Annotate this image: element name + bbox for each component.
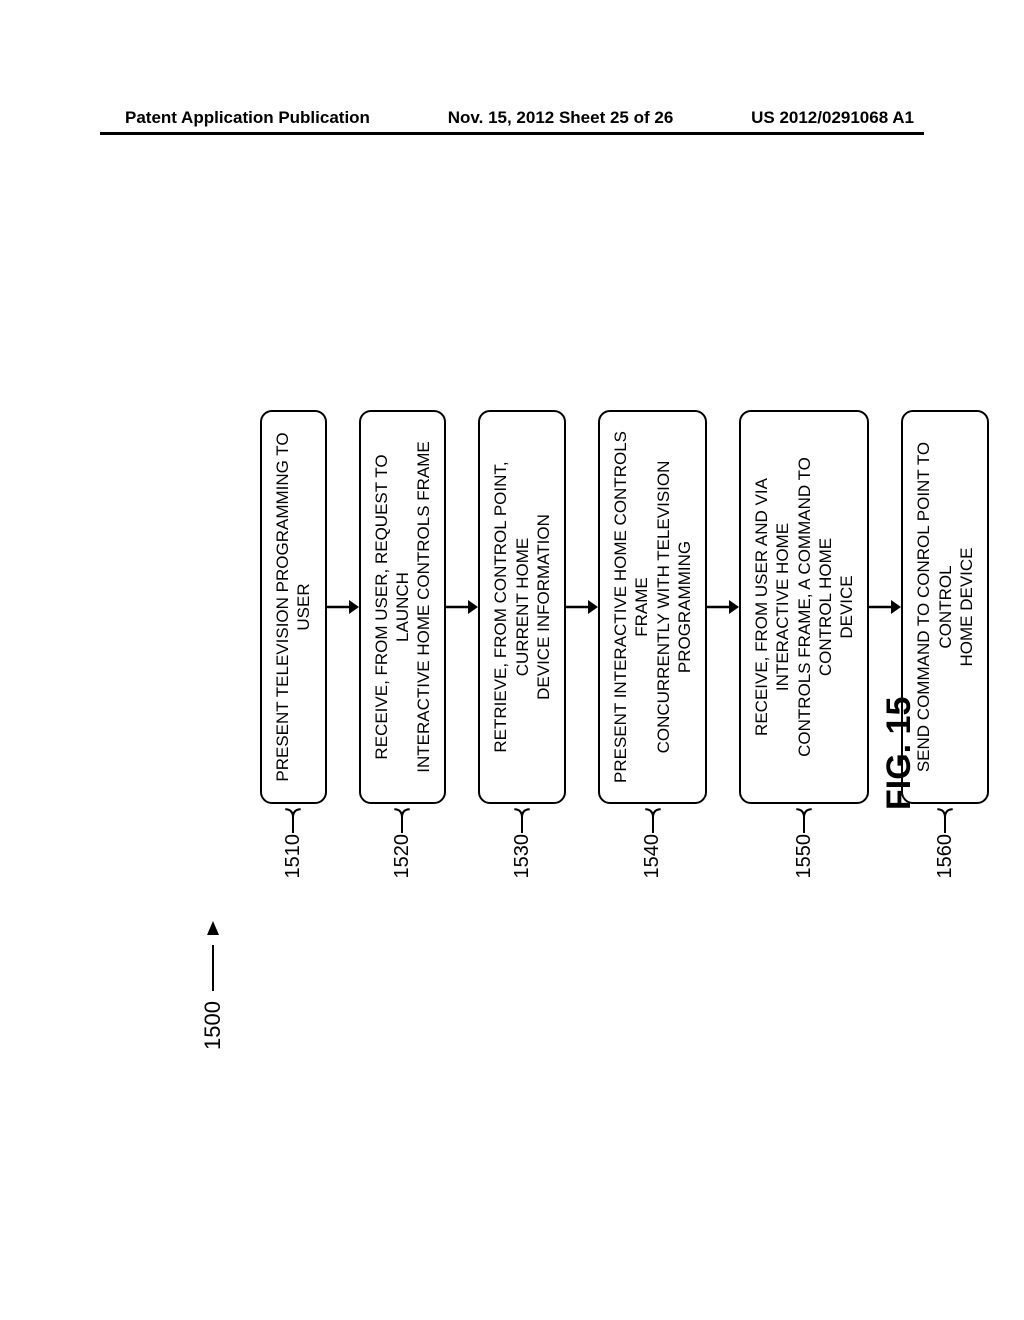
flowchart: 1510 PRESENT TELEVISION PROGRAMMING TO U…	[260, 380, 989, 920]
leader-curve-icon	[391, 804, 413, 834]
step-box: PRESENT INTERACTIVE HOME CONTROLS FRAME …	[598, 410, 707, 804]
flow-arrow-icon	[327, 380, 359, 920]
header-left: Patent Application Publication	[125, 108, 370, 128]
leader-curve-icon	[934, 804, 956, 834]
step-number: 1560	[934, 834, 957, 890]
flow-arrow-icon	[566, 380, 598, 920]
flow-step: 1530 RETRIEVE, FROM CONTROL POINT, CURRE…	[478, 410, 566, 890]
figure-caption: FIG. 15	[880, 697, 919, 810]
page: Patent Application Publication Nov. 15, …	[0, 0, 1024, 1320]
figure-ref-number: 1500	[200, 919, 226, 1050]
figure-rotated-group: 1500 1510 PRESENT TELEVISION PROGRAMMING…	[200, 190, 920, 1050]
step-number: 1550	[793, 834, 816, 890]
ref-number-dash	[212, 945, 214, 991]
step-number: 1530	[511, 834, 534, 890]
flow-arrow-icon	[707, 380, 739, 920]
step-number: 1540	[641, 834, 664, 890]
step-box: PRESENT TELEVISION PROGRAMMING TO USER	[260, 410, 327, 804]
step-number: 1520	[391, 834, 414, 890]
flow-arrow-icon	[869, 380, 901, 920]
header-rule	[100, 132, 924, 135]
flow-step: 1520 RECEIVE, FROM USER, REQUEST TO LAUN…	[359, 410, 447, 890]
flow-step: 1510 PRESENT TELEVISION PROGRAMMING TO U…	[260, 410, 327, 890]
ref-arrowhead-icon	[205, 919, 221, 935]
ref-number-text: 1500	[200, 1001, 226, 1050]
leader-curve-icon	[282, 804, 304, 834]
step-box: RECEIVE, FROM USER AND VIA INTERACTIVE H…	[739, 410, 869, 804]
step-number: 1510	[282, 834, 305, 890]
leader-curve-icon	[642, 804, 664, 834]
leader-curve-icon	[793, 804, 815, 834]
header-right: US 2012/0291068 A1	[751, 108, 914, 128]
header-center: Nov. 15, 2012 Sheet 25 of 26	[448, 108, 674, 128]
leader-curve-icon	[511, 804, 533, 834]
step-box: RECEIVE, FROM USER, REQUEST TO LAUNCH IN…	[359, 410, 447, 804]
flow-step: 1540 PRESENT INTERACTIVE HOME CONTROLS F…	[598, 410, 707, 890]
step-box: RETRIEVE, FROM CONTROL POINT, CURRENT HO…	[478, 410, 566, 804]
flow-step: 1550 RECEIVE, FROM USER AND VIA INTERACT…	[739, 410, 869, 890]
flow-arrow-icon	[446, 380, 478, 920]
page-header: Patent Application Publication Nov. 15, …	[0, 108, 1024, 128]
flow-step: 1560 SEND COMMAND TO CONROL POINT TO CON…	[901, 410, 989, 890]
